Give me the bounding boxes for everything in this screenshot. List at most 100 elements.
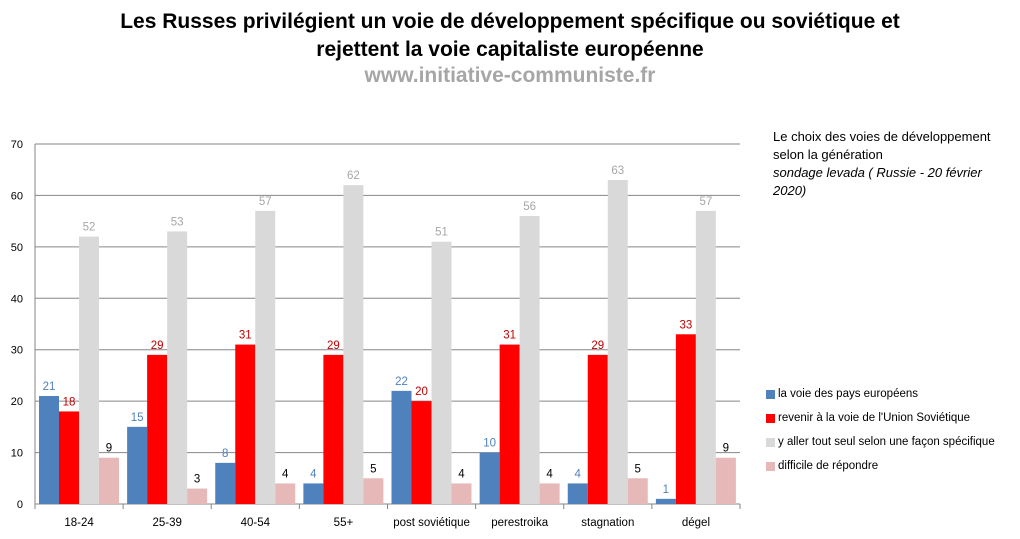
data-label: 10 (483, 438, 496, 450)
bar-series-1 (567, 483, 588, 504)
data-label: 21 (43, 381, 56, 393)
bar-series-1 (39, 396, 59, 504)
legend-item: revenir à la voie de l'Union Soviétique (766, 406, 995, 430)
legend-label: y aller tout seul selon une façon spécif… (778, 436, 995, 448)
bar-series-1 (655, 498, 676, 504)
bar-series-1 (303, 483, 324, 504)
data-label: 9 (723, 443, 729, 455)
data-label: 5 (635, 463, 641, 475)
x-category-label: 40-54 (241, 517, 271, 529)
bar-series-2 (323, 354, 344, 504)
bar-series-2 (235, 344, 256, 504)
bar-series-2 (411, 401, 432, 504)
data-label: 62 (347, 170, 360, 182)
data-label: 31 (503, 330, 516, 342)
bar-series-1 (215, 462, 236, 504)
y-tick-label: 30 (11, 345, 23, 357)
data-label: 56 (523, 201, 536, 213)
bar-series-4 (451, 483, 472, 504)
data-label: 20 (415, 386, 428, 398)
bar-series-4 (99, 457, 119, 504)
bar-series-3 (79, 236, 99, 505)
y-tick-label: 20 (11, 396, 23, 408)
x-category-label: post soviétique (393, 517, 470, 529)
x-category-label: 18-24 (64, 517, 94, 529)
data-label: 63 (611, 165, 624, 177)
data-label: 52 (83, 222, 96, 234)
survey-note: Le choix des voies de développement selo… (773, 128, 1013, 200)
data-label: 33 (679, 319, 692, 331)
note-line-4: 2020) (773, 183, 807, 198)
y-tick-label: 10 (11, 448, 23, 460)
bar-series-4 (363, 478, 384, 504)
y-tick-label: 70 (11, 139, 23, 151)
legend-label: la voie des pays européens (778, 388, 919, 400)
title-line-1: Les Russes privilégient un voie de dével… (120, 10, 900, 33)
data-label: 15 (131, 412, 144, 424)
bar-series-3 (431, 241, 452, 504)
chart-legend: la voie des pays européens revenir à la v… (766, 382, 995, 478)
bar-series-4 (539, 483, 560, 504)
bar-series-2 (147, 354, 168, 504)
data-label: 18 (63, 396, 76, 408)
bar-series-1 (479, 452, 500, 504)
data-label: 3 (194, 474, 200, 486)
data-label: 51 (435, 227, 448, 239)
note-line-1: Le choix des voies de développement (773, 129, 991, 144)
x-category-label: dégel (682, 517, 710, 529)
bar-series-3 (167, 231, 188, 504)
data-label: 9 (106, 443, 112, 455)
bar-series-3 (695, 210, 716, 504)
x-category-label: stagnation (581, 517, 634, 529)
data-label: 29 (151, 340, 164, 352)
data-label: 29 (327, 340, 340, 352)
legend-item: y aller tout seul selon une façon spécif… (766, 430, 995, 454)
chart-title: Les Russes privilégient un voie de dével… (60, 8, 960, 64)
data-label: 57 (699, 196, 712, 208)
legend-swatch (766, 389, 775, 399)
legend-item: difficile de répondre (766, 454, 995, 478)
legend-swatch (766, 437, 775, 447)
data-label: 8 (222, 448, 228, 460)
bar-series-3 (343, 185, 364, 504)
bar-series-2 (499, 344, 520, 504)
legend-label: revenir à la voie de l'Union Soviétique (778, 412, 971, 424)
bar-series-1 (127, 426, 148, 504)
data-label: 53 (171, 216, 184, 228)
bar-series-1 (391, 390, 412, 504)
bar-chart: 01020304050607018-24211852925-3915295334… (11, 139, 741, 529)
x-category-label: perestroika (491, 517, 548, 529)
legend-swatch (766, 461, 775, 471)
note-line-2: selon la génération (773, 147, 883, 162)
title-line-2: rejettent la voie capitaliste européenne (316, 38, 704, 61)
data-label: 57 (259, 196, 272, 208)
bar-series-2 (587, 354, 608, 504)
x-category-label: 25-39 (152, 517, 181, 529)
legend-swatch (766, 413, 775, 423)
bar-series-3 (607, 180, 628, 504)
y-tick-label: 60 (11, 190, 23, 202)
data-label: 1 (663, 484, 669, 496)
bar-series-4 (715, 457, 736, 504)
data-label: 29 (591, 340, 604, 352)
data-label: 4 (546, 468, 553, 480)
bar-series-3 (255, 210, 276, 504)
legend-label: difficile de répondre (778, 460, 879, 472)
y-tick-label: 0 (17, 499, 23, 511)
bar-series-3 (519, 216, 540, 504)
bar-series-4 (627, 478, 648, 504)
y-tick-label: 40 (11, 293, 23, 305)
note-line-3: sondage levada ( Russie - 20 février (773, 165, 982, 180)
data-label: 4 (282, 468, 289, 480)
bar-series-2 (59, 411, 79, 504)
data-label: 5 (370, 463, 376, 475)
data-label: 4 (310, 468, 317, 480)
y-tick-label: 50 (11, 242, 23, 254)
data-label: 4 (575, 468, 582, 480)
x-category-label: 55+ (334, 517, 354, 529)
bar-series-2 (675, 334, 696, 504)
data-label: 4 (458, 468, 465, 480)
bar-series-4 (275, 483, 296, 504)
data-label: 31 (239, 330, 252, 342)
data-label: 22 (395, 376, 408, 388)
